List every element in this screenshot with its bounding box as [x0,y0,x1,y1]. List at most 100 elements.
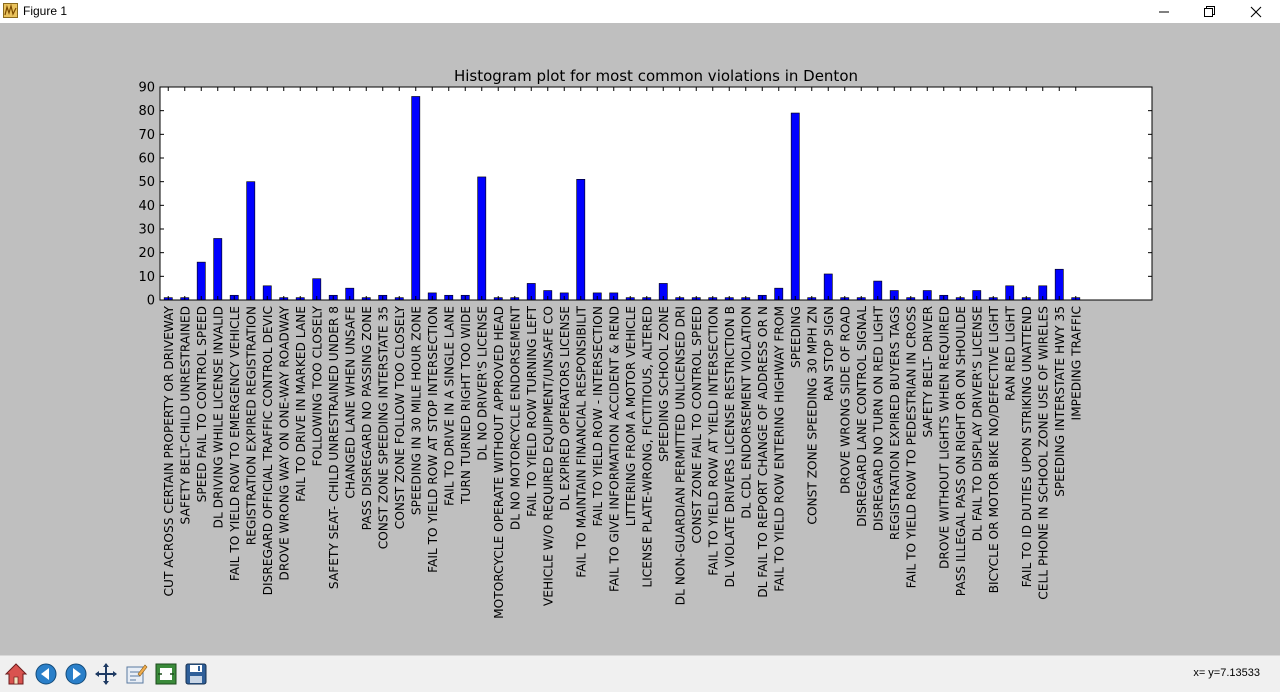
back-icon [35,663,57,685]
x-tick-label-1: SAFETY BELT-CHILD UNRESTRAINED [178,306,192,524]
y-tick-label-90: 90 [138,81,155,96]
x-tick-label-31: DL NON-GUARDIAN PERMITTED UNLICENSED DRI [673,306,687,605]
x-tick-label-33: FAIL TO YIELD ROW AT YIELD INTERSECTION [706,306,720,576]
x-tick-label-55: IMPEDING TRAFFIC [1069,306,1083,420]
x-tick-label-36: DL FAIL TO REPORT CHANGE OF ADDRESS OR N [756,306,770,598]
x-tick-label-22: FAIL TO YIELD ROW TURNING LEFT [525,305,539,516]
y-tick-label-10: 10 [138,270,155,285]
y-tick-label-20: 20 [138,246,155,261]
home-icon [4,663,28,685]
histogram-chart: 0 10 20 30 40 50 60 70 80 90 CUT ACROSS CERTAIN PR… [138,67,1153,619]
figure-app-icon [3,3,18,18]
figure-canvas[interactable]: 0 10 20 30 40 50 60 70 80 90 CUT ACROSS CERTAIN PR… [0,23,1280,655]
restore-icon [1204,5,1215,17]
x-tick-label-39: CONST ZONE SPEEDING 30 MPH ZN [805,306,819,525]
bar-5 [246,181,256,301]
chart-title: Histogram plot for most common violation… [454,67,858,85]
pan-icon [95,663,117,685]
bar-15 [411,96,421,301]
title-bar: Figure 1 [0,0,1280,23]
pan-button[interactable] [92,660,120,688]
plot-area [160,87,1152,300]
edit-axis-icon [126,664,148,684]
x-tick-label-26: FAIL TO YIELD ROW - INTERSECTION [591,306,605,526]
x-tick-label-5: REGISTRATION EXPIRED REGISTRATION [244,306,258,545]
x-tick-label-40: RAN STOP SIGN [822,306,836,401]
bar-19 [477,176,487,301]
bar-3 [213,238,223,301]
x-tick-label-7: DROVE WRONG WAY ON ONE-WAY ROADWAY [277,305,291,580]
bar-38 [790,112,800,301]
x-tick-label-9: FOLLOWING TOO CLOSELY [310,305,324,466]
x-tick-label-15: SPEEDING IN 30 MILE HOUR ZONE [409,306,423,515]
configure-subplots-icon [155,663,177,685]
x-tick-label-49: DL FAIL TO DISPLAY DRIVER'S LICENSE [970,306,984,541]
y-tick-label-60: 60 [138,152,155,167]
save-icon [185,663,207,685]
y-tick-label-30: 30 [138,223,155,238]
configure-subplots-button[interactable] [152,660,180,688]
x-tick-label-18: TURN TURNED RIGHT TOO WIDE [459,306,473,505]
forward-button[interactable] [62,660,90,688]
y-tick-label-50: 50 [138,175,155,190]
restore-button[interactable] [1187,0,1233,23]
x-tick-label-34: DL VIOLATE DRIVERS LICENSE RESTRICTION B [723,306,737,588]
x-tick-label-42: DISREGARD LANE CONTROL SIGNAL [855,306,869,527]
save-button[interactable] [182,660,210,688]
x-tick-label-25: FAIL TO MAINTAIN FINANCIAL RESPONSIBILIT [574,305,588,577]
x-tick-label-24: DL EXPIRED OPERATORS LICENSE [558,306,572,511]
x-tick-label-48: PASS ILLEGAL PASS ON RIGHT OR ON SHOULDE [954,306,968,596]
x-tick-label-10: SAFETY SEAT- CHILD UNRESTRAINED UNDER 8 [327,306,341,589]
x-tick-label-6: DISREGARD OFFICIAL TRAFFIC CONTROL DEVIC [261,306,275,595]
x-tick-label-3: DL DRIVING WHILE LICENSE INVALID [211,306,225,528]
plot-frame [159,86,1153,301]
y-tick-label-0: 0 [147,294,155,309]
x-tick-label-45: FAIL TO YIELD ROW TO PEDESTRIAN IN CROSS [904,306,918,589]
close-icon [1250,6,1262,17]
x-tick-label-51: RAN RED LIGHT [1003,305,1017,401]
back-button[interactable] [32,660,60,688]
home-button[interactable] [2,660,30,688]
edit-axis-button[interactable] [122,660,150,688]
x-tick-label-27: FAIL TO GIVE INFORMATION ACCIDENT & REND [607,306,621,592]
x-tick-label-21: DL NO MOTORCYCLE ENDORSEMENT [508,305,522,530]
x-tick-label-54: SPEEDING INTERSTATE HWY 35 [1053,306,1067,497]
x-tick-label-12: PASS DISREGARD NO PASSING ZONE [360,306,374,530]
x-tick-label-29: LICENSE PLATE-WRONG, FICTITIOUS, ALTERED [640,306,654,588]
x-tick-label-30: SPEEDING SCHOOL ZONE [657,306,671,462]
navigation-toolbar: x= y=7.13533 [0,655,1280,692]
y-tick-label-40: 40 [138,199,155,214]
x-tick-label-16: FAIL TO YIELD ROW AT STOP INTERSECTION [426,306,440,573]
x-tick-label-14: CONST ZONE FOLLOW TOO CLOSELY [393,305,407,529]
x-tick-label-11: CHANGED LANE WHEN UNSAFE [343,306,357,499]
close-button[interactable] [1233,0,1279,23]
minimize-button[interactable] [1141,0,1187,23]
forward-icon [65,663,87,685]
y-tick-label-70: 70 [138,128,155,143]
x-tick-label-53: CELL PHONE IN SCHOOL ZONE USE OF WIRELES [1036,306,1050,600]
x-tick-label-47: DROVE WITHOUT LIGHTS WHEN REQUIRED [937,306,951,569]
bar-54 [1054,268,1064,301]
x-tick-label-43: DISREGARD NO TURN ON RED LIGHT [871,305,885,531]
x-tick-label-28: LITTERING FROM A MOTOR VEHICLE [624,306,638,526]
bar-2 [196,261,206,301]
x-tick-label-2: SPEED FAIL TO CONTROL SPEED [195,306,209,502]
x-tick-label-46: SAFETY BELT- DRIVER [921,305,935,437]
x-tick-label-52: FAIL TO ID DUTIES UPON STRIKING UNATTEND [1020,306,1034,587]
x-tick-label-20: MOTORCYCLE OPERATE WITHOUT APPROVED HEAD [492,306,506,619]
x-tick-label-23: VEHICLE W/O REQUIRED EQUIPMENT/UNSAFE CO [541,306,555,606]
x-tick-label-17: FAIL TO DRIVE IN A SINGLE LANE [442,306,456,506]
x-tick-label-8: FAIL TO DRIVE IN MARKED LANE [294,306,308,502]
x-tick-label-32: CONST ZONE FAIL TO CONTROL SPEED [690,306,704,544]
cursor-coordinates: x= y=7.13533 [1193,667,1260,679]
x-tick-label-0: CUT ACROSS CERTAIN PROPERTY OR DRIVEWAY [162,305,176,596]
bar-25 [576,179,586,301]
x-tick-label-35: DL CDL ENDORSEMENT VIOLATION [739,306,753,519]
x-tick-label-13: CONST ZONE SPEEDING INTERSTATE 35 [376,306,390,549]
x-tick-label-44: REGISTRATION EXPIRED BUYERS TAGS [888,306,902,540]
x-tick-label-19: DL NO DRIVER'S LICENSE [475,306,489,461]
x-tick-label-38: SPEEDING [789,306,803,368]
y-tick-label-80: 80 [138,104,155,119]
x-tick-label-50: BICYCLE OR MOTOR BIKE NO/DEFECTIVE LIGHT [987,305,1001,593]
x-tick-label-4: FAIL TO YIELD ROW TO EMERGENCY VEHICLE [228,306,242,581]
